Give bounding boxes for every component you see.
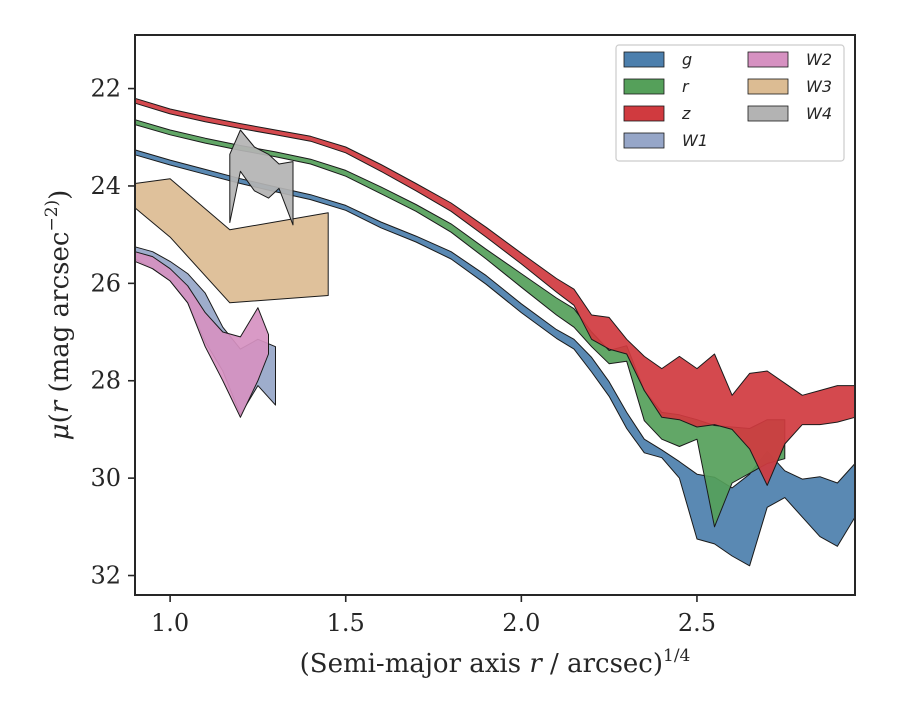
y-tick-label: 30 xyxy=(90,464,121,492)
y-tick-label: 28 xyxy=(90,367,121,395)
band-w4 xyxy=(229,129,294,226)
legend-swatch-r xyxy=(623,78,665,95)
y-tick-label: 24 xyxy=(90,172,121,200)
x-tick-label: 2.5 xyxy=(678,609,716,637)
legend-label-z: z xyxy=(681,104,691,123)
legend-label-r: r xyxy=(682,77,690,96)
axes-frame xyxy=(134,34,856,596)
x-tick-label: 1.0 xyxy=(151,609,189,637)
y-tick-label: 26 xyxy=(90,269,121,297)
y-tick-label: 32 xyxy=(90,562,121,590)
legend-label-w3: W3 xyxy=(806,77,832,96)
x-axis-label: (Semi-major axis r / arcsec)1/4 xyxy=(300,646,691,679)
legend-label-w4: W4 xyxy=(806,104,832,123)
y-axis-ticks: 22 24 26 28 30 32 xyxy=(90,75,135,590)
legend-swatch-w4 xyxy=(747,105,789,122)
legend-swatch-z xyxy=(623,105,665,122)
legend-label-w1: W1 xyxy=(682,131,708,150)
legend: grz W1 W2 W3 W4 xyxy=(615,44,845,162)
legend-swatch-w2 xyxy=(747,51,789,68)
y-tick-label: 22 xyxy=(90,75,121,103)
band-w2 xyxy=(134,251,269,418)
legend-entries: grz W1 W2 W3 W4 xyxy=(623,50,832,150)
series-layer xyxy=(134,97,856,567)
legend-swatch-g xyxy=(623,51,665,68)
legend-label-w2: W2 xyxy=(806,50,832,69)
x-axis-ticks: 1.0 1.5 2.0 2.5 xyxy=(151,595,716,637)
band-r xyxy=(134,119,786,528)
legend-frame xyxy=(615,44,845,162)
legend-swatch-w3 xyxy=(747,78,789,95)
band-w3 xyxy=(134,178,329,304)
legend-label-g: g xyxy=(682,50,692,69)
y-axis-label: μ(r (mag arcsec−2)) xyxy=(42,190,75,441)
x-tick-label: 1.5 xyxy=(327,609,365,637)
x-tick-label: 2.0 xyxy=(502,609,540,637)
legend-swatch-w1 xyxy=(623,132,665,149)
